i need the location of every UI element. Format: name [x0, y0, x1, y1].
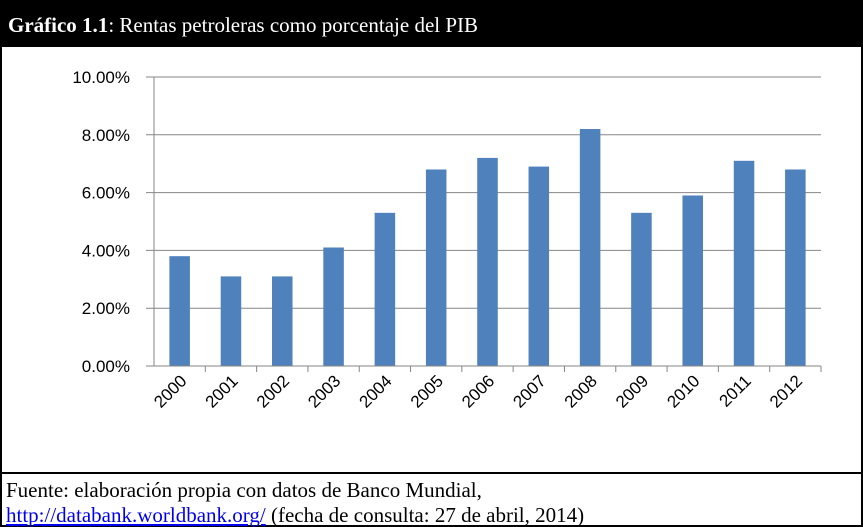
bar — [579, 129, 601, 366]
source-date: (fecha de consulta: 27 de abril, 2014) — [266, 503, 584, 527]
bar — [631, 212, 652, 366]
bar — [374, 212, 396, 366]
bar — [272, 276, 293, 366]
bar — [733, 160, 755, 366]
y-tick-label: 2.00% — [82, 299, 130, 318]
chart-title: Gráfico 1.1: Rentas petroleras como porc… — [8, 13, 478, 37]
y-tick-label: 8.00% — [82, 126, 130, 145]
bar — [425, 169, 447, 366]
y-tick-label: 0.00% — [82, 357, 130, 376]
bar — [220, 276, 242, 366]
y-tick-label: 6.00% — [82, 184, 130, 203]
bar — [528, 166, 550, 366]
y-tick-label: 10.00% — [72, 68, 130, 87]
bar — [682, 195, 703, 366]
source-line1: Fuente: elaboración propia con datos de … — [6, 478, 482, 502]
y-tick-label: 4.00% — [82, 241, 130, 260]
bar — [477, 157, 498, 366]
source-line2: http://databank.worldbank.org/ (fecha de… — [6, 503, 584, 527]
title-prefix: Gráfico 1.1 — [8, 13, 108, 37]
bar — [323, 247, 344, 366]
source-link[interactable]: http://databank.worldbank.org/ — [6, 503, 266, 527]
bar — [785, 169, 806, 366]
title-text: : Rentas petroleras como porcentaje del … — [108, 13, 478, 37]
header-bar — [1, 1, 862, 47]
bar — [169, 256, 190, 366]
